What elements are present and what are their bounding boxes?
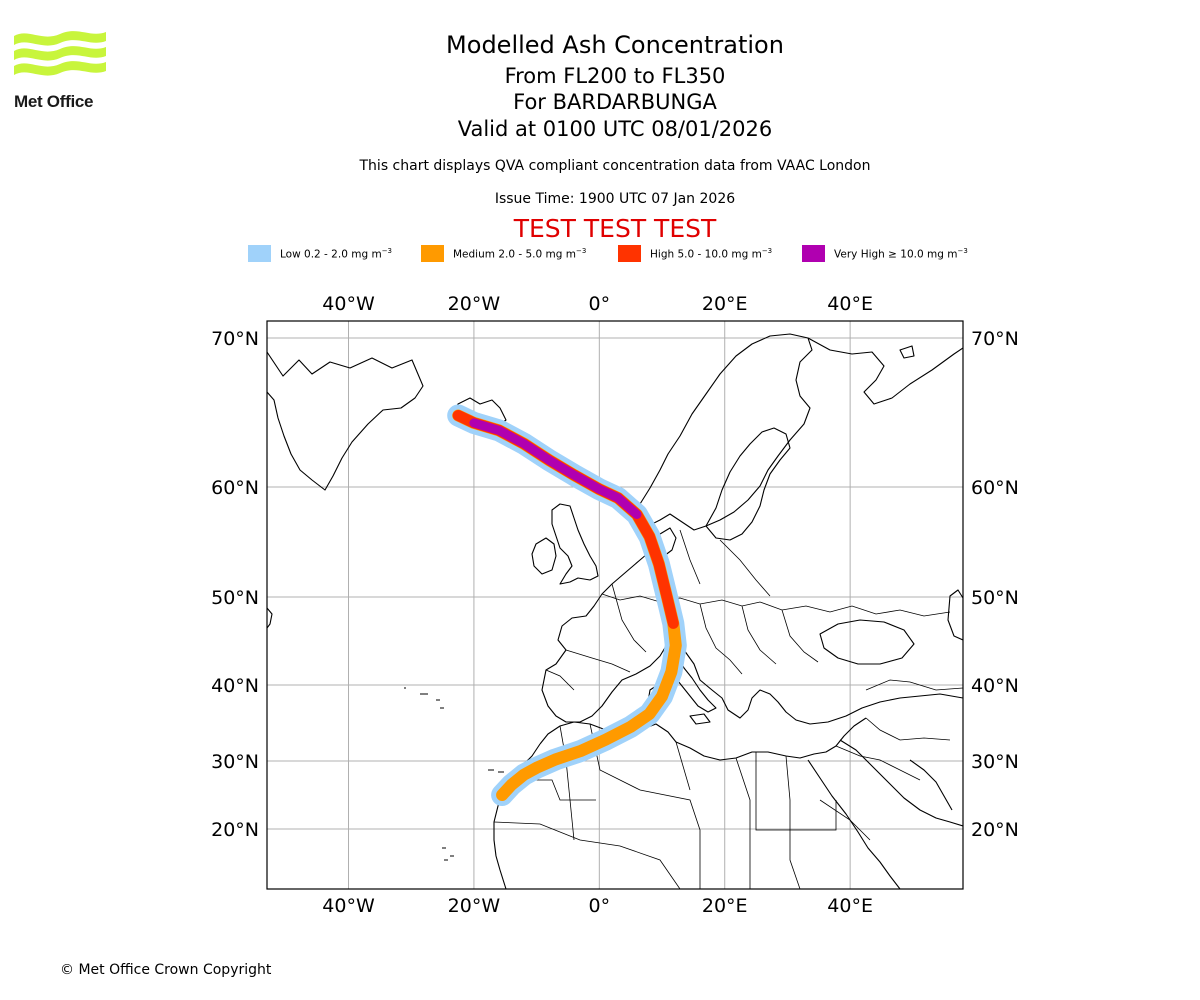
lat-tick-label-left: 50°N (211, 587, 259, 609)
lon-tick-label-top: 20°E (702, 293, 748, 315)
lat-tick-label-right: 60°N (971, 477, 1019, 499)
lat-tick-label-right: 70°N (971, 328, 1019, 350)
lat-tick-label-left: 60°N (211, 477, 259, 499)
issue-time: Issue Time: 1900 UTC 07 Jan 2026 (494, 191, 736, 207)
coastline-greenland (267, 351, 424, 491)
axis-ticks: 40°W 40°W 20°W 20°W 0° 0° 20°E 20°E 40°E 40°E 70°N… (211, 293, 1019, 917)
coastline-newfoundland (267, 607, 273, 629)
lat-tick-label-left: 30°N (211, 751, 259, 773)
coastline-sicily (689, 713, 711, 725)
plume-high (452, 410, 679, 629)
legend: Low 0.2 - 2.0 mg m−3 Medium 2.0 - 5.0 mg… (0, 244, 1200, 264)
lon-tick-label-bottom: 40°W (322, 895, 375, 917)
plume-very-high (469, 418, 642, 519)
lat-tick-label-left: 40°N (211, 675, 259, 697)
chart-subtitle: This chart displays QVA compliant concen… (359, 158, 871, 174)
legend-label-very-high: Very High ≥ 10.0 mg m−3 (834, 247, 968, 261)
lat-tick-label-left: 70°N (211, 328, 259, 350)
coastline-scandinavia (632, 333, 813, 531)
valid-time: Valid at 0100 UTC 08/01/2026 (457, 117, 773, 141)
plume-medium-core (499, 693, 665, 798)
wave-logo-icon (14, 31, 106, 76)
lon-tick-label-top: 40°W (322, 293, 375, 315)
coastline-ireland (531, 537, 557, 575)
coastline-europe-west (541, 547, 963, 725)
coastline-red-sea (807, 759, 901, 889)
lon-tick-label-top: 0° (589, 293, 611, 315)
coastline-britain (551, 503, 599, 585)
legend-swatch-low (248, 245, 271, 262)
ash-plume (447, 404, 687, 806)
legend-swatch-high (618, 245, 641, 262)
lon-tick-label-bottom: 40°E (827, 895, 873, 917)
map-frame (266, 320, 964, 890)
lon-tick-label-bottom: 0° (589, 895, 611, 917)
coastline-caspian (947, 589, 963, 641)
borders (493, 529, 963, 889)
lon-tick-label-top: 40°E (827, 293, 873, 315)
coastlines (267, 333, 963, 889)
lat-tick-label-right: 40°N (971, 675, 1019, 697)
legend-swatch-medium (421, 245, 444, 262)
volcano-name: For BARDARBUNGA (513, 90, 717, 114)
lat-tick-label-right: 50°N (971, 587, 1019, 609)
borders-europe (545, 529, 951, 691)
coastline-novaya (899, 345, 915, 359)
graticule (267, 321, 963, 889)
lon-tick-label-bottom: 20°W (448, 895, 501, 917)
coastline-russia-north (807, 337, 963, 405)
coastline-baltic (705, 427, 791, 541)
lon-tick-label-bottom: 20°E (702, 895, 748, 917)
legend-swatch-very-high (802, 245, 825, 262)
coastline-azores (404, 687, 444, 709)
legend-label-high: High 5.0 - 10.0 mg m−3 (650, 247, 773, 261)
coastline-cape-verde (442, 847, 454, 861)
met-office-wordmark: Met Office (14, 92, 94, 111)
coastline-arabia (839, 739, 963, 827)
lat-tick-label-right: 20°N (971, 819, 1019, 841)
borders-mideast (835, 679, 963, 781)
copyright: © Met Office Crown Copyright (60, 962, 272, 978)
lat-tick-label-left: 20°N (211, 819, 259, 841)
met-office-logo: Met Office (14, 30, 106, 112)
test-banner: TEST TEST TEST (513, 214, 717, 243)
coastline-black-sea (819, 619, 915, 665)
coastline-gulf (909, 759, 953, 811)
borders-africa (493, 723, 871, 889)
lat-tick-label-right: 30°N (971, 751, 1019, 773)
flight-levels: From FL200 to FL350 (504, 64, 726, 88)
legend-label-medium: Medium 2.0 - 5.0 mg m−3 (453, 247, 587, 261)
chart-title: Modelled Ash Concentration (446, 31, 784, 59)
lon-tick-label-top: 20°W (448, 293, 501, 315)
legend-label-low: Low 0.2 - 2.0 mg m−3 (280, 247, 393, 261)
